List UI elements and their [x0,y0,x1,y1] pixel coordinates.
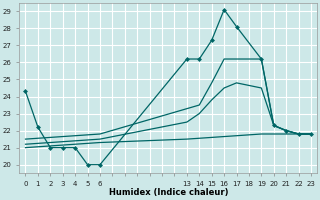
X-axis label: Humidex (Indice chaleur): Humidex (Indice chaleur) [108,188,228,197]
